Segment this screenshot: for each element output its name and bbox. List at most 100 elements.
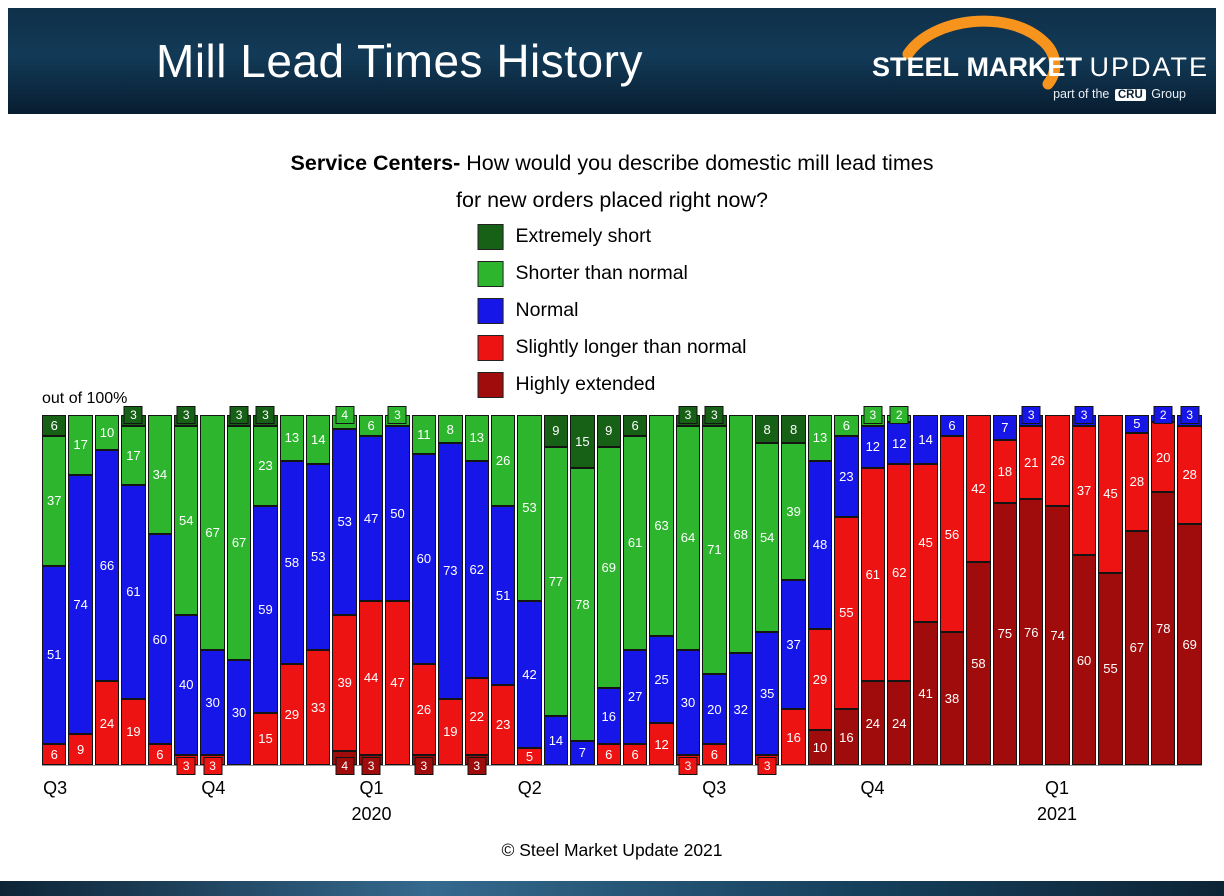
bar-segment: 54 (754, 443, 780, 632)
bar-segment: 29 (279, 663, 305, 765)
bar: 26 74 (1045, 415, 1070, 765)
bar: 53 42 5 (517, 415, 542, 765)
bar: 3 64 30 3 (675, 406, 701, 775)
bar: 5 28 67 (1124, 415, 1150, 765)
bar-segment: 16 (781, 709, 806, 765)
bar: 17 74 9 (68, 415, 93, 765)
bar-segment: 5 (517, 747, 542, 765)
bar-segment: 50 (385, 425, 410, 601)
bar: 68 32 (728, 415, 753, 765)
bar-segment: 6 (834, 415, 859, 436)
bar-segment: 42 (517, 600, 542, 748)
bar: 14 45 41 (913, 415, 938, 765)
tagline-prefix: part of the (1053, 87, 1110, 101)
bar-segment: 60 (411, 453, 437, 664)
bar-segment: 63 (649, 415, 674, 636)
legend-item: Shorter than normal (477, 260, 747, 287)
bar-segment: 20 (1151, 422, 1176, 492)
bar-segment: 23 (834, 436, 859, 517)
segment-callout: 2 (889, 406, 909, 424)
bar: 42 58 (966, 415, 991, 765)
bar: 6 61 27 6 (622, 415, 648, 765)
segment-callout: 3 (387, 406, 407, 424)
segment-callout: 2 (1153, 406, 1173, 424)
bar-segment: 47 (385, 600, 410, 765)
bar-segment: 54 (174, 425, 199, 615)
bar-segment: 30 (200, 649, 225, 755)
bar-segment: 67 (226, 425, 252, 660)
legend: Extremely short Shorter than normal Normal… (477, 223, 747, 408)
bar-segment: 8 (781, 415, 806, 443)
bar-segment: 59 (253, 506, 278, 713)
bar-segment: 9 (596, 415, 621, 447)
bar-segment: 7 (570, 740, 595, 765)
bar-segment: 37 (781, 579, 806, 709)
logo-text: STEEL MARKET UPDATE (872, 52, 1207, 83)
bar-segment: 64 (675, 425, 701, 650)
page-title: Mill Lead Times History (156, 35, 643, 87)
legend-swatch (477, 223, 504, 250)
bar: 6 47 44 3 (358, 415, 384, 775)
legend-label: Highly extended (515, 373, 656, 395)
chart-note: out of 100% (42, 390, 128, 407)
bar-segment: 27 (622, 649, 648, 744)
x-tick: Q4 (201, 778, 226, 798)
bar-segment: 61 (121, 485, 146, 699)
bar-segment: 38 (939, 632, 965, 765)
bar-segment: 73 (438, 443, 463, 699)
legend-swatch (477, 297, 504, 324)
bar-segment: 26 (490, 415, 516, 506)
bar: 14 53 33 (306, 415, 331, 765)
segment-callout: 3 (203, 757, 223, 775)
segment-callout: 3 (863, 406, 883, 424)
logo-swoosh-icon (902, 15, 1061, 90)
bar-segment: 6 (622, 744, 648, 765)
bar-segment: 17 (121, 425, 146, 485)
bar-segment: 61 (860, 467, 885, 681)
bar-segment: 24 (887, 681, 912, 765)
logo-word-update: UPDATE (1089, 52, 1210, 82)
x-tick: Q1 2021 (1036, 778, 1078, 824)
bar-segment: 53 (332, 429, 357, 615)
bar-segment: 37 (1071, 425, 1097, 555)
bar: 34 60 6 (147, 415, 173, 765)
bar-segment: 22 (464, 677, 489, 755)
bar-segment: 69 (1177, 523, 1202, 765)
segment-callout: 3 (757, 757, 777, 775)
bar-segment: 61 (622, 436, 648, 650)
logo-word-steel: STEEL (872, 52, 960, 82)
segment-callout: 4 (335, 406, 355, 424)
bar-segment: 5 (1124, 415, 1150, 433)
bar-segment: 76 (1019, 499, 1044, 765)
bar: 3 21 76 (1019, 406, 1044, 765)
bar-segment: 14 (543, 716, 569, 765)
bar-segment: 16 (596, 688, 621, 744)
bar-segment: 53 (306, 464, 331, 650)
bar-segment: 8 (754, 415, 780, 443)
legend-item: Highly extended (477, 371, 747, 398)
segment-callout: 3 (123, 406, 143, 424)
legend-swatch (477, 334, 504, 361)
bar-segment: 44 (358, 600, 384, 755)
bar: 3 50 47 (385, 406, 410, 765)
footer-credit: © Steel Market Update 2021 (501, 840, 723, 860)
segment-callout: 3 (229, 406, 249, 424)
bar-segment: 7 (992, 415, 1018, 440)
bar-segment: 60 (1071, 555, 1097, 765)
bar-segment: 30 (226, 660, 252, 765)
bar-segment: 9 (543, 415, 569, 447)
bar-segment: 69 (596, 446, 621, 688)
bar-segment: 55 (834, 516, 859, 709)
bar-segment: 47 (358, 436, 384, 601)
bar-segment: 67 (1124, 530, 1150, 765)
bar-segment: 66 (94, 450, 120, 681)
bar-segment: 68 (728, 415, 753, 653)
bar-segment: 35 (754, 632, 780, 755)
bar-segment: 11 (411, 415, 437, 454)
logo-word-market: MARKET (966, 52, 1083, 82)
survey-question-line2: for new orders placed right now? (456, 188, 768, 212)
bar-segment: 42 (966, 415, 991, 562)
segment-callout: 3 (176, 406, 196, 424)
segment-callout: 3 (1021, 406, 1041, 424)
bar: 67 30 3 (200, 415, 225, 775)
